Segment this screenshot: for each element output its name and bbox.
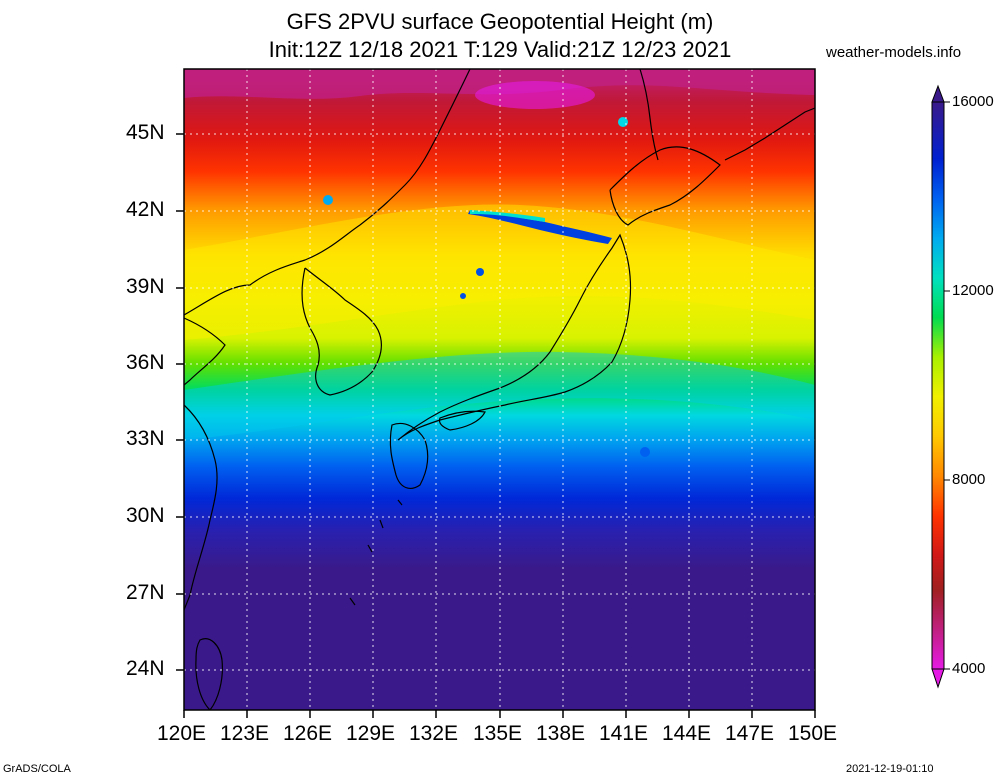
lon-label-141e: 141E	[599, 722, 649, 745]
lat-label-27n: 27N	[126, 581, 165, 604]
colorbar-body	[931, 101, 945, 670]
graticule	[184, 69, 815, 710]
colorbar	[931, 84, 950, 689]
lon-label-129e: 129E	[346, 722, 396, 745]
lat-label-30n: 30N	[126, 504, 165, 527]
lon-label-135e: 135E	[473, 722, 523, 745]
colorbar-label-4000: 4000	[952, 660, 986, 677]
site-credit: weather-models.info	[826, 44, 962, 61]
colorbar-bottom-arrow	[931, 668, 945, 689]
lon-label-147e: 147E	[725, 722, 775, 745]
lon-label-150e: 150E	[788, 722, 838, 745]
lat-label-39n: 39N	[126, 275, 165, 298]
lon-label-126e: 126E	[283, 722, 333, 745]
lon-label-120e: 120E	[157, 722, 207, 745]
lat-label-24n: 24N	[126, 657, 165, 680]
cyan-streak	[470, 210, 545, 222]
lon-label-144e: 144E	[662, 722, 712, 745]
lon-label-138e: 138E	[536, 722, 586, 745]
blue-streak	[468, 210, 612, 244]
lat-label-42n: 42N	[126, 198, 165, 221]
lon-tick-marks	[183, 710, 816, 718]
map-title-line1: GFS 2PVU surface Geopotential Height (m)	[286, 9, 714, 34]
footer-timestamp: 2021-12-19-01:10	[846, 763, 934, 775]
map-title-line2: Init:12Z 12/18 2021 T:129 Valid:21Z 12/2…	[268, 37, 732, 62]
lat-tick-marks	[176, 133, 184, 671]
coastlines	[184, 69, 815, 710]
colorbar-top-arrow	[931, 84, 945, 103]
low-height-core	[475, 81, 595, 109]
lat-label-33n: 33N	[126, 427, 165, 450]
lat-label-36n: 36N	[126, 351, 165, 374]
colorbar-label-16000: 16000	[952, 93, 994, 110]
cyan-band	[184, 351, 815, 440]
lat-label-45n: 45N	[126, 121, 165, 144]
lon-label-123e: 123E	[220, 722, 270, 745]
footer-software: GrADS/COLA	[3, 763, 71, 775]
colorbar-label-12000: 12000	[952, 282, 994, 299]
colorbar-label-8000: 8000	[952, 471, 986, 488]
lon-label-132e: 132E	[409, 722, 459, 745]
